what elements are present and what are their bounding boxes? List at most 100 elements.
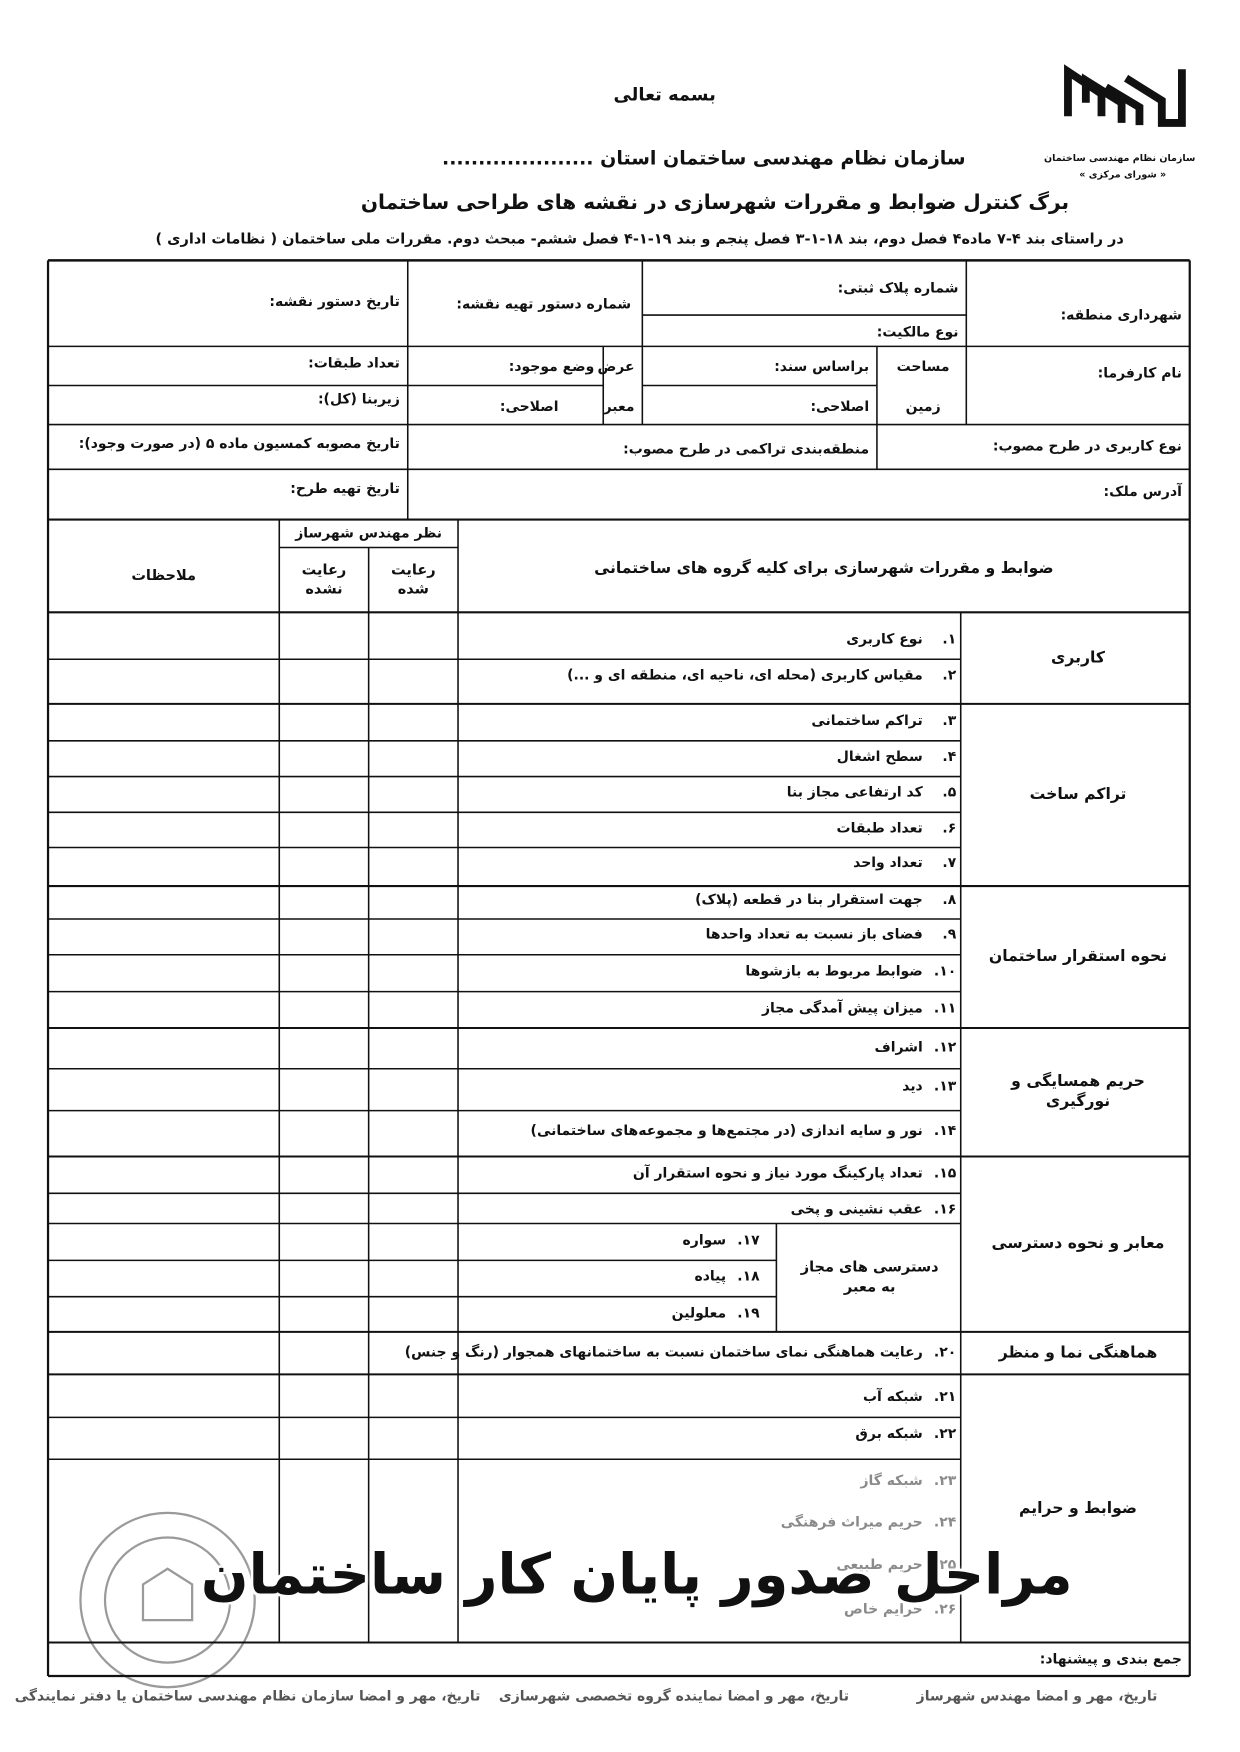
item-number: ۱۵. [933, 1163, 957, 1181]
item-number: ۵. [942, 782, 957, 800]
logo-stroke [1123, 69, 1186, 127]
item-text: حرایم خاص [844, 1599, 923, 1617]
item-number: ۱. [942, 629, 957, 647]
info-label: شهرداری منطقه: [1060, 305, 1182, 323]
item-number: ۲۰. [933, 1342, 957, 1360]
item-text: تعداد پارکینگ مورد نیاز و نحوه استقرار آ… [632, 1163, 923, 1181]
info-label: زیربنا (کل): [317, 389, 400, 407]
info-label: شماره دستور تهیه نقشه: [456, 294, 632, 312]
item-text: پیاده [694, 1266, 727, 1284]
item-text: اشراف [874, 1037, 923, 1055]
info-label: براساس سند: [774, 356, 870, 374]
item-text: حریم طبیعی [836, 1554, 923, 1572]
item-text: مقیاس کاربری (محله ای، ناحیه ای، منطقه ا… [567, 665, 923, 683]
item-text: فضای باز نسبت به تعداد واحدها [705, 924, 923, 942]
item-number: ۱۳. [933, 1076, 957, 1094]
item-number: ۶. [942, 818, 957, 836]
info-label: آدرس ملک: [1103, 482, 1182, 499]
item-text: شبکه برق [855, 1424, 923, 1441]
basmala: بسمه تعالی [613, 83, 716, 106]
subgroup-label: دسترسی های مجاز به معبر [800, 1259, 939, 1296]
subtitle: در راستای بند ۴-۷ ماده۴ فصل دوم، بند ۱۸-… [155, 231, 1124, 249]
item-number: ۱۲. [933, 1037, 957, 1055]
item-number: ۲۵. [933, 1554, 957, 1572]
group-name: معابر و نحوه دسترسی [991, 1234, 1165, 1253]
item-number: ۲۲. [933, 1424, 957, 1441]
group-name: حریم همسایگی و نورگیری [1011, 1072, 1145, 1112]
item-number: ۱۸. [737, 1266, 760, 1284]
not-complied-heading: رعایت نشده [301, 561, 347, 598]
logo-mark [1064, 64, 1186, 127]
item-number: ۲۱. [933, 1387, 957, 1404]
info-label: نوع کاربری در طرح مصوب: [992, 436, 1182, 454]
form-title: برگ کنترل ضوابط و مقررات شهرسازی در نقشه… [360, 190, 1070, 215]
info-label: اصلاحی: [810, 397, 870, 414]
item-text: سطح اشغال [836, 746, 923, 764]
info-label: نام کارفرما: [1097, 363, 1182, 381]
item-number: ۲. [942, 665, 957, 683]
rules-heading: ضوابط و مقررات شهرسازی برای کلیه گروه ها… [594, 560, 1054, 579]
logo-stroke [1081, 73, 1126, 123]
info-label: عرض [597, 356, 635, 374]
signature-label: تاریخ، مهر و امضا نماینده گروه تخصصی شهر… [498, 1686, 850, 1704]
group-name: ضوابط و حرایم [1019, 1498, 1138, 1517]
item-number: ۱۰. [933, 961, 957, 979]
info-label: شماره پلاک ثبتی: [837, 278, 959, 296]
item-text: حریم میراث فرهنگی [780, 1512, 923, 1530]
item-number: ۳. [942, 711, 957, 728]
group-name: تراکم ساخت [1029, 785, 1127, 804]
stamp [79, 1511, 256, 1689]
group-name: کاربری [1051, 648, 1105, 667]
signature-label: تاریخ، مهر و امضا سازمان نظام مهندسی ساخ… [14, 1686, 481, 1704]
info-label: تعداد طبقات: [308, 353, 400, 371]
item-text: ضوابط مربوط به بازشوها [745, 961, 923, 979]
info-label: وضع موجود: [508, 356, 595, 374]
item-number: ۸. [942, 889, 957, 907]
logo-stroke [1103, 83, 1144, 126]
item-number: ۱۹. [737, 1303, 760, 1321]
item-text: تعداد واحد [853, 853, 923, 870]
group-name: نحوه استقرار ساختمان [988, 947, 1168, 966]
item-text: معلولین [671, 1303, 727, 1321]
signature-label: تاریخ، مهر و امضا مهندس شهرساز [916, 1686, 1158, 1704]
item-number: ۹. [942, 924, 957, 942]
item-number: ۲۶. [933, 1599, 957, 1617]
item-text: عقب نشینی و پخی [790, 1199, 923, 1217]
item-number: ۴. [942, 746, 957, 764]
info-label: معبر [603, 397, 635, 414]
item-text: رعایت هماهنگی نمای ساختمان نسبت به ساختم… [404, 1342, 923, 1360]
item-text: جهت استقرار بنا در قطعه (پلاک) [695, 889, 923, 907]
item-text: تراکم ساختمانی [811, 711, 923, 728]
item-text: شبکه گاز [860, 1470, 923, 1488]
info-label: تاریخ تهیه طرح: [290, 478, 400, 496]
info-label: زمین [905, 397, 941, 414]
overlay-title: مراحل صدور پایان کار ساختمان [200, 1541, 1073, 1607]
item-text: تعداد طبقات [836, 818, 923, 836]
info-label: اصلاحی: [499, 397, 559, 414]
stamp-icon [141, 1567, 194, 1622]
stamp-ring [103, 1536, 232, 1664]
item-text: نوع کاربری [846, 629, 923, 647]
summary-label: جمع بندی و پیشنهاد: [1039, 1649, 1182, 1667]
remarks-heading: ملاحظات [131, 567, 197, 585]
item-number: ۱۴. [933, 1121, 957, 1139]
item-text: میزان پیش آمدگی مجاز [761, 998, 923, 1016]
info-label: نوع مالکیت: [876, 322, 959, 340]
item-number: ۲۴. [933, 1512, 957, 1530]
item-text: کد ارتفاعی مجاز بنا [786, 782, 923, 800]
logo-name: سازمان نظام مهندسی ساختمان [1044, 153, 1196, 165]
reviewer-heading: نظر مهندس شهرساز [295, 523, 443, 541]
item-number: ۷. [942, 853, 957, 870]
info-label: مساحت [896, 356, 950, 374]
info-label: منطقه‌بندی تراکمی در طرح مصوب: [623, 439, 870, 457]
info-label: تاریخ مصوبه کمسیون ماده ۵ (در صورت وجود)… [78, 434, 400, 451]
item-number: ۱۱. [933, 998, 957, 1016]
item-text: شبکه آب [863, 1387, 923, 1404]
item-number: ۱۶. [933, 1199, 957, 1217]
item-text: دید [902, 1076, 923, 1094]
item-number: ۱۷. [737, 1230, 760, 1248]
